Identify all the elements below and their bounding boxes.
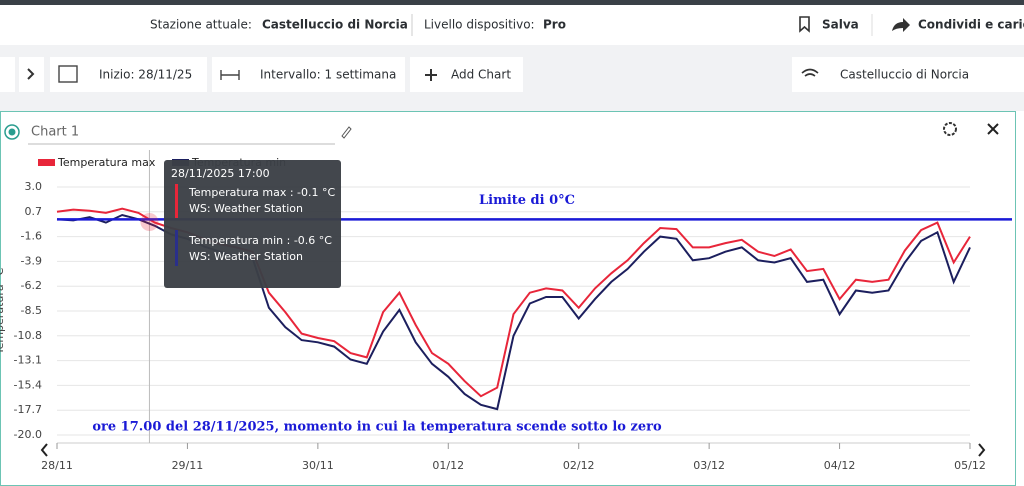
reference-label: Limite di 0°C — [479, 193, 575, 208]
y-axis-label: Temperatura °C — [0, 267, 6, 355]
edit-icon[interactable] — [341, 126, 352, 139]
start-date[interactable]: Inizio: 28/11/25 — [99, 68, 192, 82]
scroll-left[interactable] — [40, 443, 48, 457]
legend-label: Temperatura max — [57, 156, 156, 169]
y-tick-label: -1.6 — [21, 230, 42, 243]
tooltip-title: 28/11/2025 17:00 — [171, 167, 270, 180]
interval-picker[interactable] — [212, 57, 405, 92]
card-title[interactable]: Chart 1 — [31, 125, 79, 140]
legend-swatch — [38, 159, 55, 166]
y-tick-label: 0.7 — [25, 205, 43, 218]
x-tick-label: 01/12 — [432, 459, 464, 472]
add-chart-label[interactable]: Add Chart — [451, 68, 511, 82]
close-icon[interactable] — [987, 123, 999, 135]
header — [0, 5, 1024, 45]
tooltip-swatch — [175, 230, 178, 266]
status-icon — [4, 124, 20, 140]
station: Castelluccio di Norcia — [262, 18, 408, 32]
y-tick-label: -20.0 — [14, 428, 42, 441]
x-tick-label: 05/12 — [954, 459, 986, 472]
save-icon[interactable] — [799, 16, 810, 33]
settings-icon[interactable] — [943, 122, 957, 136]
tooltip-swatch — [175, 184, 178, 218]
station-picker[interactable] — [792, 57, 1024, 92]
status-dot — [8, 128, 16, 136]
signal-icon — [801, 68, 819, 77]
plus-icon — [425, 69, 437, 81]
y-tick-label: -3.9 — [21, 254, 42, 267]
x-tick-label: 02/12 — [563, 459, 595, 472]
y-tick-label: -13.1 — [14, 354, 42, 367]
top-bar — [0, 0, 1024, 5]
x-tick-label: 03/12 — [693, 459, 725, 472]
y-tick-label: -17.7 — [14, 403, 42, 416]
station-label: Stazione attuale: — [150, 18, 252, 32]
tooltip-line: WS: Weather Station — [189, 202, 303, 215]
y-tick-label: -15.4 — [14, 378, 42, 391]
calendar-icon — [58, 65, 78, 83]
annotation: ore 17.00 del 28/11/2025, momento in cui… — [92, 420, 662, 435]
tooltip — [164, 160, 341, 288]
tooltip-line: Temperatura max : -0.1 °C — [188, 186, 336, 199]
interval[interactable]: Intervallo: 1 settimana — [260, 68, 396, 82]
level-label: Livello dispositivo: — [424, 18, 535, 32]
x-tick-label: 28/11 — [41, 459, 73, 472]
save-button[interactable]: Salva — [822, 18, 859, 32]
x-tick-label: 29/11 — [172, 459, 204, 472]
tooltip-line: WS: Weather Station — [189, 250, 303, 263]
y-tick-label: 3.0 — [25, 180, 43, 193]
station-select[interactable]: Castelluccio di Norcia — [840, 68, 969, 82]
y-tick-label: -8.5 — [21, 304, 42, 317]
next-icon — [27, 68, 35, 80]
scroll-right[interactable] — [978, 443, 986, 457]
tooltip-line: Temperatura min : -0.6 °C — [188, 234, 332, 247]
x-tick-label: 04/12 — [824, 459, 856, 472]
start-picker[interactable] — [50, 57, 207, 92]
share-button[interactable]: Condividi e carica — [918, 18, 1024, 32]
y-tick-label: -6.2 — [21, 279, 42, 292]
level: Pro — [543, 18, 566, 32]
hover-halo — [140, 213, 159, 231]
share-icon[interactable] — [892, 18, 910, 32]
interval-icon — [220, 70, 240, 80]
y-tick-label: -10.8 — [14, 329, 42, 342]
x-tick-label: 30/11 — [302, 459, 334, 472]
prev-button[interactable] — [0, 57, 15, 92]
